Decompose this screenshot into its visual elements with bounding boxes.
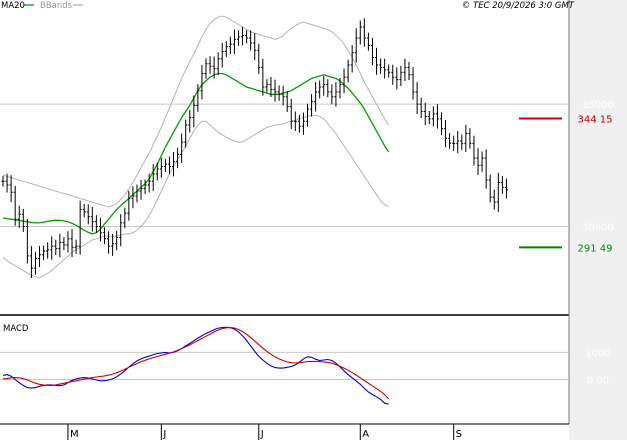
macd-y-tick-label: 0.00 <box>587 375 609 386</box>
copyright-text: © TEC 20/9/2026 3:0 GMT <box>462 1 575 11</box>
price-y-tick-label: 30000 <box>582 223 614 234</box>
macd-gridlines <box>0 351 569 380</box>
signal-line <box>2 327 390 400</box>
ma20-polyline <box>2 72 390 235</box>
x-tick-label: A <box>362 429 369 440</box>
price-gridlines <box>0 103 569 228</box>
price-y-tick-label: 35000 <box>582 100 614 111</box>
bb-upper-line <box>2 15 390 208</box>
x-tick-label: S <box>456 429 462 440</box>
ma20-line <box>2 72 390 235</box>
y-tick-labels: 30000 35000 1000 0.00 <box>582 100 614 386</box>
resistance-level-label: 344 15 <box>578 114 613 125</box>
x-tick-label: M <box>70 429 79 440</box>
price-bars <box>1 18 508 278</box>
bbands-legend-label: BBands <box>40 1 73 11</box>
bb-lower-line <box>2 114 389 279</box>
ma20-legend-label: MA20 <box>1 1 25 11</box>
x-tick-label: J <box>260 429 264 440</box>
macd-line <box>2 326 389 405</box>
x-tick-label: J <box>162 429 166 440</box>
support-level-label: 291 49 <box>578 243 613 254</box>
price-levels: 344 15 291 49 <box>519 114 613 254</box>
macd-title: MACD <box>3 324 29 334</box>
axis-band <box>569 0 627 440</box>
macd-lines <box>2 326 390 405</box>
bollinger-bands <box>2 15 390 279</box>
macd-y-tick-label: 1000 <box>585 348 610 359</box>
